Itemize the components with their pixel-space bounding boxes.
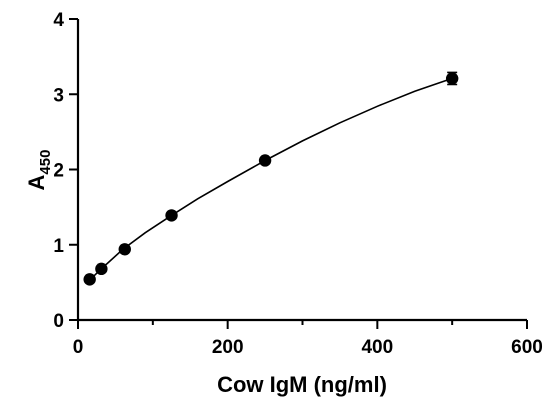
- data-point: [118, 243, 131, 256]
- data-point: [83, 273, 96, 286]
- data-point: [258, 154, 272, 167]
- ticks-layer: 0 200 400 600 0 1 2 3 4: [53, 10, 542, 358]
- y-axis-label: A450: [24, 150, 54, 191]
- axes-layer: [76, 19, 527, 322]
- fit-curve: [89, 77, 453, 281]
- data-points-layer: [83, 71, 459, 286]
- data-point: [95, 262, 108, 276]
- fit-curve-layer: [89, 77, 453, 281]
- y-axis-label-subscript: 450: [37, 150, 54, 175]
- y-tick-label: 4: [53, 10, 64, 31]
- x-tick-label: 0: [73, 337, 84, 358]
- data-point: [165, 209, 178, 222]
- x-tick-label: 600: [511, 337, 543, 358]
- y-tick-label: 0: [53, 311, 64, 332]
- x-tick-label: 200: [212, 337, 244, 358]
- data-point: [445, 72, 459, 85]
- x-tick-label: 400: [361, 337, 393, 358]
- y-axis-label-main: A: [24, 174, 49, 190]
- y-tick-label: 1: [53, 236, 64, 257]
- x-axis-label: Cow IgM (ng/ml): [217, 372, 387, 397]
- y-tick-label: 2: [53, 161, 64, 182]
- y-tick-label: 3: [53, 85, 64, 106]
